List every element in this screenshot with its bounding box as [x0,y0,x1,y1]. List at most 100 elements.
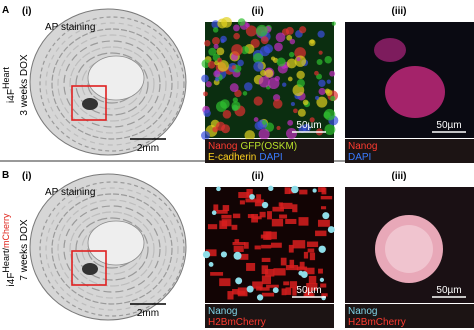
cell [258,76,270,88]
cell [289,259,295,269]
cell [259,211,266,218]
nanog-cell [291,185,299,194]
cell [271,218,284,227]
legend-line: H2BmCherry [348,317,406,328]
cell [304,267,315,275]
cell [234,239,240,243]
cell [331,21,336,26]
subpanel-label: (iii) [392,6,407,17]
cell [302,99,309,106]
legend-line: E-cadherin DAPI [208,152,283,163]
panel-label: A [2,5,9,16]
genotype-superscript: Heart/ [1,248,11,273]
cell [287,119,294,126]
cell [233,245,244,252]
cell [232,213,241,219]
cell [265,268,275,277]
scale-label: 2mm [137,143,159,154]
cell [210,272,224,276]
cell [284,187,291,195]
cell [318,87,326,96]
tissue-texture [45,187,179,311]
cell [221,214,232,219]
cell [217,57,222,63]
duration: 7 weeks DOX [19,219,30,280]
subpanel-label: (ii) [252,171,264,182]
cell [320,195,333,200]
nanog-cell [318,245,326,253]
cell [323,108,336,121]
cell [213,204,219,211]
scale-label: 50µm [436,285,461,296]
cell [246,188,253,198]
nanog-cell [261,201,269,209]
genotype-text: i4F [6,273,17,287]
genotype-text: i4F [6,89,17,103]
cell [217,60,229,72]
nanog-cell [216,186,221,192]
cell [317,30,325,38]
cell [285,287,292,295]
condition-label: i4FHeart 3 weeks DOX [1,54,30,115]
cell [274,42,283,52]
cell [222,205,230,212]
nanog-cell [312,188,317,193]
tissue-texture [51,28,173,140]
cell [283,281,290,286]
cell [289,281,298,289]
colony-core [385,225,433,273]
cell [200,131,210,140]
cell [232,289,240,295]
cell [244,130,255,141]
cell [244,82,253,91]
cell [288,51,295,58]
subpanel-label: (iii) [392,171,407,182]
cell [292,84,305,97]
nanog-cell [272,287,279,294]
cell [298,217,309,226]
cell [219,278,231,287]
legend-line: Nanog GFP(OSKM) [208,141,297,152]
cell [245,25,257,37]
cell [318,50,323,55]
cell [256,194,262,203]
cell [252,281,263,289]
cell [276,125,281,131]
cell [292,287,297,296]
nanog-cell [220,251,227,258]
cell [217,18,228,29]
cell [259,287,270,291]
cell [232,97,238,103]
subpanel-label: (i) [22,6,31,17]
cell [233,32,240,40]
cell [227,291,234,300]
tissue-texture [39,181,185,317]
cell [320,206,327,210]
tissue-texture [69,46,155,122]
cell [299,261,305,270]
nanog-cell [208,262,214,267]
highlight-box [71,250,107,286]
legend-entry: DAPI [259,152,282,163]
nanog-cell [256,294,264,301]
cell [281,288,287,296]
legend-entry: H2BmCherry [348,317,406,328]
tissue-texture [57,199,167,299]
cell [297,108,306,117]
cell [316,58,323,65]
legend-entry: H2BmCherry [208,317,266,328]
cell [292,204,298,213]
cell [298,125,307,134]
cell [296,70,305,80]
cell [245,22,250,28]
cell [286,58,297,69]
cell [214,77,220,82]
cell [207,224,218,230]
cell [288,244,294,253]
cell [321,293,328,297]
cell [280,257,287,266]
cell [254,121,264,130]
panel-label: B [2,170,9,181]
cell [239,253,249,260]
scale-label: 50µm [296,285,321,296]
